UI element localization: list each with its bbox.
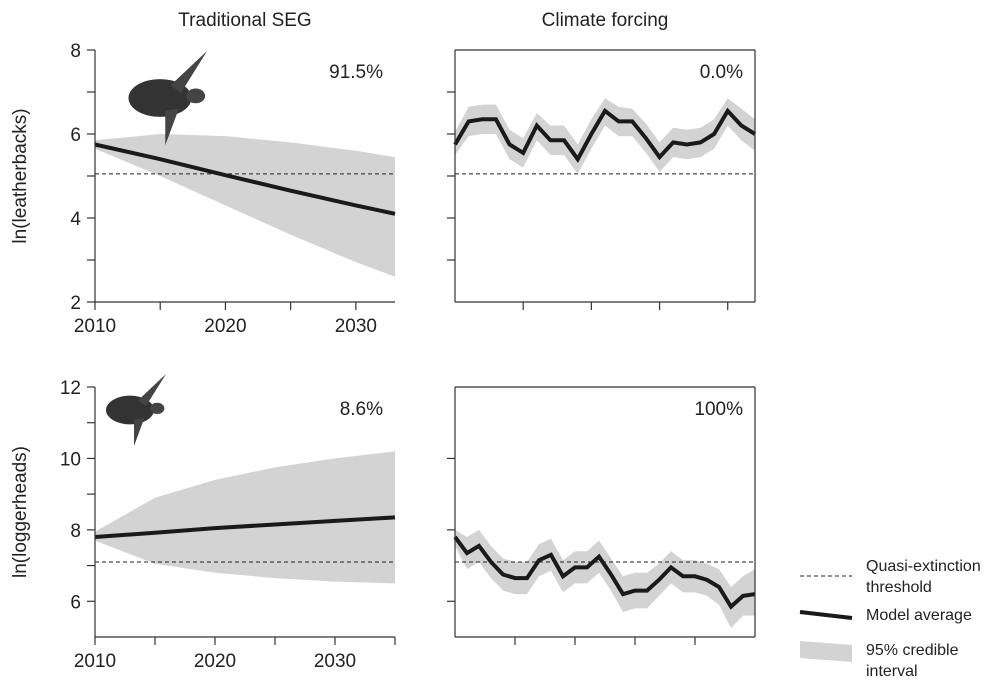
annotation: 100%: [694, 399, 743, 420]
y-axis-label: ln(leatherbacks): [10, 108, 31, 243]
figure: Traditional SEG ln(leatherbacks) 2 4 6 8 2010 2…: [0, 0, 1006, 680]
x-tick-label: 2010: [74, 651, 116, 672]
turtle-icon: [186, 89, 205, 104]
y-tick-label: 6: [70, 592, 81, 613]
y-axis-label: ln(loggerheads): [10, 446, 31, 578]
annotation: 0.0%: [700, 62, 743, 83]
annotation: 8.6%: [340, 399, 383, 420]
panel-title: Climate forcing: [542, 10, 669, 31]
turtle-icon: [134, 418, 144, 446]
y-tick-label: 8: [70, 41, 81, 62]
x-tick-label: 2020: [194, 651, 236, 672]
x-tick-label: 2020: [204, 316, 246, 337]
legend-mean: Model average: [866, 605, 1006, 626]
credible-interval: [455, 530, 755, 628]
y-tick-label: 4: [70, 209, 81, 230]
turtle-icon: [171, 51, 208, 93]
x-tick-label: 2010: [74, 316, 116, 337]
turtle-icon: [138, 374, 166, 406]
legend-interval-key: [800, 641, 852, 662]
annotation: 91.5%: [329, 62, 383, 83]
legend-threshold: Quasi-extinction threshold: [866, 556, 1006, 598]
chart: Traditional SEG ln(leatherbacks) 2 4 6 8 2010 2…: [0, 0, 1006, 680]
legend-interval: 95% credible interval: [866, 640, 1006, 682]
legend-mean-key: [800, 612, 852, 618]
credible-interval: [95, 451, 395, 583]
turtle-icon: [150, 403, 164, 414]
y-tick-label: 10: [60, 449, 81, 470]
y-tick-label: 2: [70, 293, 81, 314]
y-tick-label: 12: [60, 378, 81, 399]
x-tick-label: 2030: [335, 316, 377, 337]
y-tick-label: 8: [70, 521, 81, 542]
panel-title: Traditional SEG: [178, 10, 311, 31]
y-tick-label: 6: [70, 125, 81, 146]
x-tick-label: 2030: [314, 651, 356, 672]
